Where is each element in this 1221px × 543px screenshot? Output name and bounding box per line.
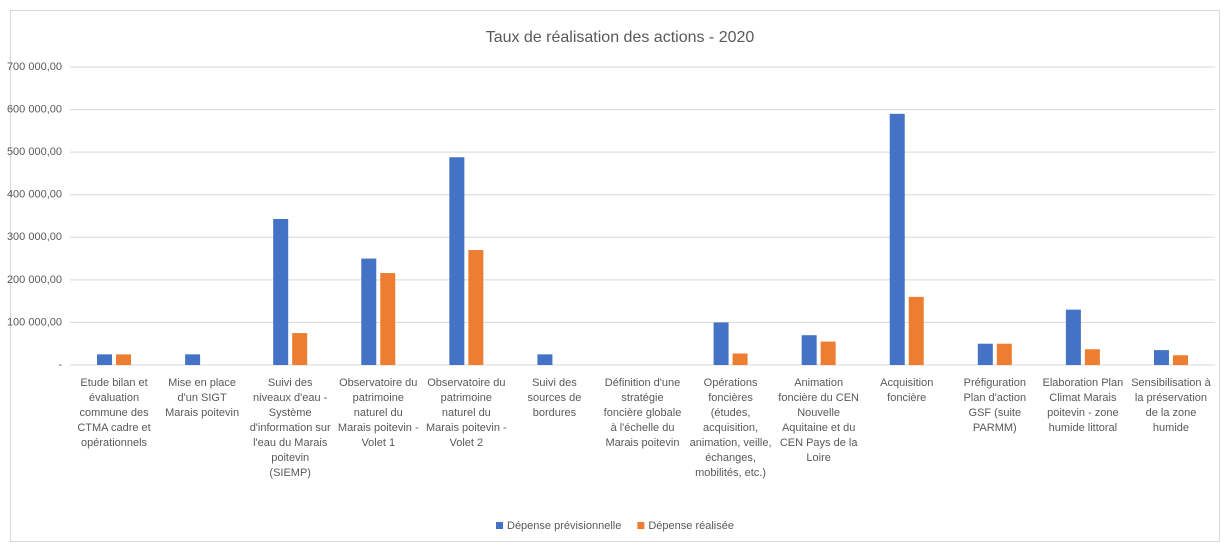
- y-tick-label: 100 000,00: [7, 316, 62, 328]
- y-tick-label: 400 000,00: [7, 189, 62, 201]
- bar: [977, 343, 993, 365]
- bar: [889, 113, 905, 365]
- legend-label: Dépense réalisée: [648, 520, 734, 532]
- y-tick-label: 200 000,00: [7, 274, 62, 286]
- bar: [996, 343, 1012, 365]
- bar: [801, 335, 817, 365]
- x-tick-label: Opérations foncières (études, acquisition, a…: [690, 377, 772, 479]
- x-tick-label: Définition d'une stratégie foncière global…: [604, 377, 682, 449]
- x-tick-label: Etude bilan et évaluation commune des CTMA …: [77, 377, 150, 449]
- x-tick-label: Suivi des sources de bordures: [528, 377, 582, 419]
- x-tick-label: Animation foncière du CEN Nouvelle Aquitain…: [778, 377, 859, 464]
- bar: [1084, 349, 1100, 365]
- chart-frame: [10, 10, 1220, 542]
- y-tick-label: 300 000,00: [7, 231, 62, 243]
- bar: [292, 333, 308, 365]
- bar: [468, 250, 484, 365]
- x-tick-label: Mise en place d'un SIGT Marais poitevin: [165, 377, 239, 419]
- x-tick-label: Suivi des niveaux d'eau -Système d'informa…: [250, 377, 331, 479]
- legend-label: Dépense prévisionnelle: [507, 520, 621, 532]
- bar: [537, 354, 553, 365]
- bar: [1172, 355, 1188, 365]
- bar: [713, 322, 729, 365]
- bar: [449, 157, 465, 365]
- x-tick-label: Sensibilisation à la préservation de la zo…: [1131, 377, 1211, 434]
- x-tick-label: Acquisition foncière: [880, 377, 933, 404]
- bar: [908, 296, 924, 365]
- bar: [820, 341, 836, 365]
- y-tick-label: 600 000,00: [7, 103, 62, 115]
- x-tick-label: Observatoire du patrimoine naturel du Marai…: [338, 377, 419, 449]
- bar: [116, 354, 132, 365]
- bar: [361, 258, 377, 365]
- legend-swatch: [637, 522, 645, 529]
- x-tick-label: Elaboration Plan Climat Marais poitevin - …: [1043, 377, 1124, 434]
- x-tick-label: Préfiguration Plan d'action GSF (suite PARM…: [963, 377, 1026, 434]
- bar: [273, 218, 289, 365]
- y-tick-label: 500 000,00: [7, 146, 62, 158]
- bar: [380, 273, 396, 365]
- bar: [185, 354, 201, 365]
- y-tick-label: -: [58, 359, 62, 371]
- bar: [1153, 350, 1169, 365]
- bar: [97, 354, 113, 365]
- bar: [1065, 309, 1081, 365]
- legend-swatch: [496, 522, 504, 529]
- x-tick-label: Observatoire du patrimoine naturel du Marai…: [426, 377, 507, 449]
- bar: [732, 353, 748, 365]
- y-tick-label: 700 000,00: [7, 61, 62, 73]
- chart-title: Taux de réalisation des actions - 2020: [486, 29, 755, 46]
